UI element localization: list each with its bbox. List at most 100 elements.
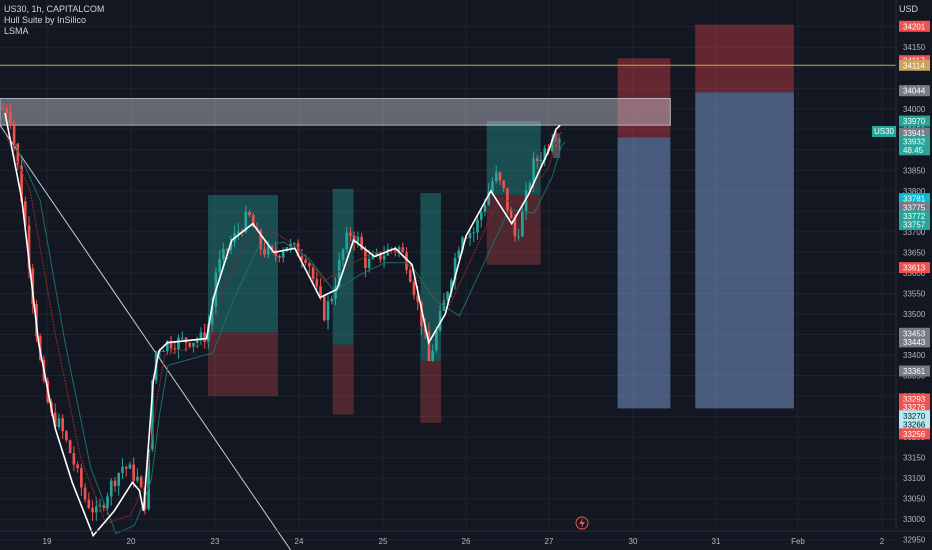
candle-up [57, 418, 61, 428]
price-tag-label: 34114 [903, 61, 925, 70]
trend-line[interactable] [0, 124, 292, 550]
candle-down [225, 248, 229, 251]
price-tag-label: 33443 [903, 338, 926, 347]
profit-box[interactable] [332, 188, 354, 345]
candle-up [330, 299, 334, 302]
candle-down [506, 188, 509, 211]
candle-down [124, 466, 128, 469]
candle-down [16, 143, 20, 166]
candle-up [479, 211, 483, 220]
price-tag-bg [899, 219, 930, 231]
price-tag-label: 33757 [903, 221, 926, 230]
price-tag-bg [899, 428, 930, 440]
candle-down [188, 342, 192, 347]
time-tick-label: Feb [791, 537, 805, 546]
loss-box[interactable] [617, 58, 671, 138]
price-tag-bg [899, 210, 930, 222]
candle-up [483, 204, 487, 212]
bolt-icon-glyph[interactable] [579, 518, 585, 528]
price-tag-label: 33775 [903, 203, 926, 212]
price-tag-bg [899, 136, 930, 148]
candle-up [450, 280, 453, 293]
bolt-icon[interactable] [575, 516, 589, 530]
currency-label[interactable]: USD [898, 4, 918, 14]
bolt-icon-circle[interactable] [575, 516, 589, 530]
candle-up [517, 236, 520, 238]
marker-box[interactable] [553, 133, 561, 159]
symbol-tag: US30 [872, 126, 896, 137]
price-tick-label: 33550 [903, 289, 926, 298]
time-tick-label: 30 [629, 537, 638, 546]
price-tag-label: 33932 [903, 138, 926, 147]
price-tag-label: 33970 [903, 117, 926, 126]
price-tag-label: 48.45 [903, 146, 924, 155]
price-tag-bg [899, 201, 930, 213]
candle-up [98, 505, 102, 507]
candle-up [106, 496, 109, 508]
candle-down [274, 250, 278, 256]
candle-up [356, 236, 360, 243]
price-tag-bg [899, 393, 930, 405]
candle-up [341, 249, 345, 260]
candle-up [371, 254, 375, 259]
candle-down [322, 296, 326, 321]
candle-up [334, 286, 337, 300]
price-tag-label: 33256 [903, 430, 926, 439]
lsma-line [4, 130, 563, 525]
loss-box[interactable] [695, 24, 794, 93]
candle-up [431, 350, 434, 362]
candle-up [382, 255, 386, 260]
candle-down [12, 123, 16, 144]
candle-up [435, 330, 438, 351]
resistance-zone[interactable] [0, 98, 671, 126]
candle-up [539, 159, 543, 162]
price-tick-label: 34150 [903, 43, 926, 52]
price-axis[interactable]: 3420034150341003405034000339503390033850… [895, 0, 932, 550]
candle-up [375, 251, 378, 255]
time-tick-label: 25 [379, 537, 388, 546]
price-tag-label: 34044 [903, 87, 926, 96]
target-box[interactable] [695, 92, 794, 409]
price-tag-bg [899, 193, 930, 205]
candle-up [457, 250, 461, 259]
legend-symbol[interactable]: US30, 1h, CAPITALCOM [4, 4, 105, 14]
candle-down [72, 453, 76, 465]
candle-up [199, 332, 203, 341]
candle-down [5, 108, 8, 113]
price-tag-bg [899, 59, 930, 71]
legend-lsma[interactable]: LSMA [4, 26, 29, 36]
candle-up [550, 139, 554, 152]
price-tag-label: 33772 [903, 212, 926, 221]
loss-box[interactable] [332, 344, 354, 415]
time-axis[interactable]: 19 20 23 24 25 26 27 30 31 Feb 2 [0, 530, 932, 546]
price-tag-bg [899, 85, 930, 97]
time-tick-label: 24 [295, 537, 304, 546]
price-tag-bg [899, 327, 930, 339]
price-tag-label: 33276 [903, 403, 926, 412]
candle-down [296, 243, 300, 257]
price-tag-label: 33270 [903, 412, 926, 421]
target-box[interactable] [617, 137, 671, 409]
resistance-zone-rect[interactable] [0, 98, 671, 126]
price-tag-label: 33941 [903, 129, 926, 138]
candle-up [136, 476, 139, 481]
price-tag-bg [899, 127, 930, 139]
candle-down [27, 225, 31, 269]
candle-up [128, 464, 132, 469]
candle-down [132, 464, 135, 481]
price-tag-bg [899, 418, 930, 430]
time-tick-label: 26 [462, 537, 471, 546]
candle-up [289, 243, 292, 248]
price-tag-bg [899, 410, 930, 422]
candle-down [102, 505, 106, 508]
legend-hull-suite[interactable]: Hull Suite by InSilico [4, 15, 87, 25]
loss-box[interactable] [420, 361, 442, 423]
price-tick-label: 33650 [903, 248, 926, 257]
loss-box[interactable] [208, 332, 278, 397]
price-tick-label: 32950 [903, 536, 926, 545]
candle-up [367, 258, 371, 268]
diagonal-trend-line[interactable] [0, 124, 292, 550]
candle-down [498, 172, 502, 181]
profit-box[interactable] [420, 192, 442, 362]
